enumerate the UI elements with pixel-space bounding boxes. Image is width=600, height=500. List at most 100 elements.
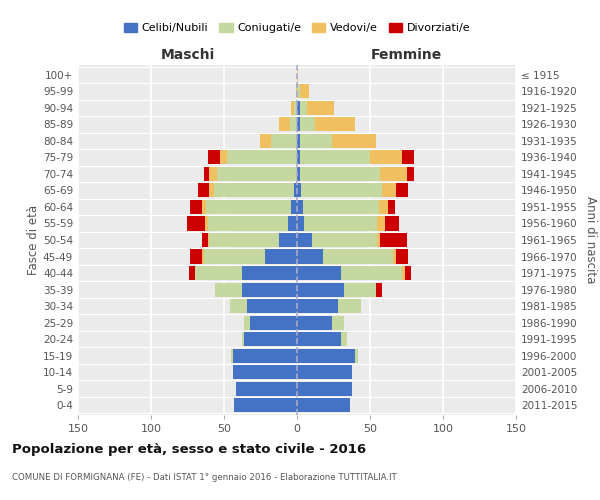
Bar bbox=[198, 184, 209, 198]
Bar bbox=[379, 200, 388, 214]
Bar bbox=[296, 84, 297, 98]
Bar bbox=[300, 84, 308, 98]
Bar bbox=[297, 68, 298, 82]
Bar bbox=[297, 250, 323, 264]
Bar bbox=[294, 184, 297, 198]
Bar bbox=[297, 167, 300, 181]
Bar bbox=[202, 233, 208, 247]
Bar bbox=[332, 316, 344, 330]
Bar bbox=[297, 348, 355, 362]
Bar bbox=[209, 184, 214, 198]
Bar bbox=[209, 233, 280, 247]
Bar bbox=[209, 167, 217, 181]
Text: COMUNE DI FORMIGNANA (FE) - Dati ISTAT 1° gennaio 2016 - Elaborazione TUTTITALIA: COMUNE DI FORMIGNANA (FE) - Dati ISTAT 1… bbox=[12, 472, 397, 482]
Bar bbox=[208, 216, 288, 230]
Bar bbox=[242, 282, 297, 296]
Bar bbox=[217, 167, 297, 181]
Bar bbox=[206, 200, 291, 214]
Bar bbox=[402, 266, 405, 280]
Bar bbox=[190, 200, 202, 214]
Bar bbox=[234, 398, 297, 412]
Bar bbox=[304, 216, 377, 230]
Bar bbox=[290, 118, 297, 132]
Bar bbox=[323, 250, 394, 264]
Bar bbox=[300, 118, 314, 132]
Bar bbox=[303, 200, 379, 214]
Bar bbox=[338, 299, 361, 313]
Bar bbox=[297, 299, 338, 313]
Bar bbox=[382, 184, 396, 198]
Bar bbox=[402, 150, 414, 164]
Bar bbox=[205, 216, 208, 230]
Bar bbox=[233, 348, 297, 362]
Bar bbox=[190, 250, 202, 264]
Bar bbox=[311, 233, 377, 247]
Bar bbox=[280, 233, 297, 247]
Bar bbox=[396, 184, 408, 198]
Bar bbox=[394, 250, 396, 264]
Bar bbox=[244, 316, 250, 330]
Bar bbox=[250, 316, 297, 330]
Bar bbox=[265, 250, 297, 264]
Bar bbox=[189, 266, 195, 280]
Bar bbox=[307, 101, 334, 115]
Bar bbox=[301, 184, 382, 198]
Bar bbox=[297, 332, 341, 346]
Bar bbox=[244, 332, 297, 346]
Bar bbox=[288, 216, 297, 230]
Bar bbox=[208, 233, 209, 247]
Bar bbox=[233, 365, 297, 379]
Bar bbox=[344, 282, 376, 296]
Bar bbox=[297, 316, 332, 330]
Bar bbox=[300, 134, 332, 148]
Bar bbox=[297, 233, 311, 247]
Text: Popolazione per età, sesso e stato civile - 2016: Popolazione per età, sesso e stato civil… bbox=[12, 442, 366, 456]
Bar bbox=[297, 200, 303, 214]
Bar bbox=[230, 299, 247, 313]
Bar bbox=[297, 266, 341, 280]
Bar bbox=[260, 134, 271, 148]
Bar bbox=[291, 101, 294, 115]
Bar bbox=[396, 250, 408, 264]
Bar bbox=[297, 365, 352, 379]
Bar bbox=[388, 200, 395, 214]
Bar bbox=[355, 348, 358, 362]
Bar bbox=[297, 118, 300, 132]
Bar bbox=[370, 150, 402, 164]
Text: Femmine: Femmine bbox=[371, 48, 442, 62]
Bar bbox=[405, 266, 411, 280]
Bar bbox=[300, 167, 380, 181]
Bar bbox=[297, 101, 300, 115]
Bar bbox=[341, 332, 347, 346]
Bar bbox=[280, 118, 290, 132]
Bar bbox=[385, 216, 399, 230]
Bar bbox=[300, 101, 307, 115]
Bar bbox=[291, 200, 297, 214]
Bar bbox=[271, 134, 297, 148]
Bar bbox=[297, 282, 344, 296]
Bar bbox=[202, 200, 206, 214]
Bar bbox=[187, 216, 205, 230]
Bar bbox=[294, 101, 297, 115]
Bar bbox=[195, 266, 242, 280]
Bar bbox=[214, 184, 294, 198]
Bar bbox=[407, 167, 414, 181]
Bar bbox=[220, 150, 227, 164]
Bar bbox=[297, 216, 304, 230]
Bar bbox=[377, 233, 380, 247]
Bar bbox=[376, 282, 382, 296]
Bar bbox=[377, 216, 385, 230]
Bar bbox=[314, 118, 355, 132]
Y-axis label: Anni di nascita: Anni di nascita bbox=[584, 196, 597, 284]
Bar bbox=[332, 134, 376, 148]
Bar bbox=[297, 150, 300, 164]
Bar bbox=[297, 84, 300, 98]
Bar bbox=[297, 398, 350, 412]
Bar bbox=[242, 332, 244, 346]
Bar bbox=[202, 250, 203, 264]
Bar bbox=[242, 266, 297, 280]
Bar bbox=[215, 282, 242, 296]
Bar bbox=[208, 150, 220, 164]
Bar bbox=[297, 184, 301, 198]
Y-axis label: Fasce di età: Fasce di età bbox=[27, 205, 40, 275]
